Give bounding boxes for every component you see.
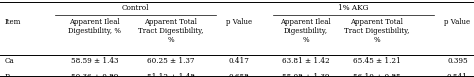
Text: 0.541: 0.541 (447, 73, 468, 77)
Text: 0.658: 0.658 (229, 73, 250, 77)
Text: Control: Control (121, 4, 149, 12)
Text: 50.36 ± 0.89: 50.36 ± 0.89 (71, 73, 118, 77)
Text: P: P (5, 73, 9, 77)
Text: Apparent Total
Tract Digestibility,
%: Apparent Total Tract Digestibility, % (138, 18, 203, 44)
Text: Apparent Ileal
Digestibility,
%: Apparent Ileal Digestibility, % (281, 18, 331, 44)
Text: Item: Item (5, 18, 21, 26)
Text: 56.10 ± 0.85: 56.10 ± 0.85 (353, 73, 401, 77)
Text: Apparent Total
Tract Digestibility,
%: Apparent Total Tract Digestibility, % (344, 18, 410, 44)
Text: 65.45 ± 1.21: 65.45 ± 1.21 (353, 57, 401, 65)
Text: p Value: p Value (444, 18, 471, 26)
Text: 1% AKG: 1% AKG (338, 4, 368, 12)
Text: p Value: p Value (226, 18, 253, 26)
Text: Ca: Ca (5, 57, 15, 65)
Text: 0.417: 0.417 (229, 57, 250, 65)
Text: 55.08 ± 1.39: 55.08 ± 1.39 (282, 73, 329, 77)
Text: Apparent Ileal
Digestibility, %: Apparent Ileal Digestibility, % (68, 18, 121, 35)
Text: 60.25 ± 1.37: 60.25 ± 1.37 (147, 57, 194, 65)
Text: 51.12 ± 1.48: 51.12 ± 1.48 (146, 73, 195, 77)
Text: 63.81 ± 1.42: 63.81 ± 1.42 (282, 57, 329, 65)
Text: 58.59 ± 1.43: 58.59 ± 1.43 (71, 57, 118, 65)
Text: 0.395: 0.395 (447, 57, 468, 65)
